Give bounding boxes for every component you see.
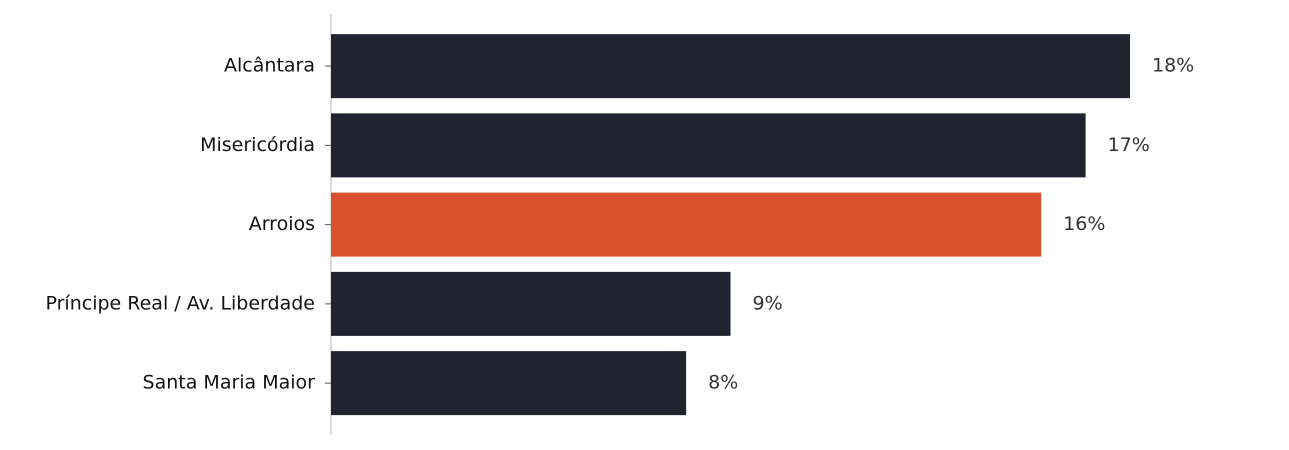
- value-label: 8%: [708, 372, 738, 394]
- y-tick-label: Alcântara: [224, 55, 315, 77]
- bar: [331, 351, 687, 416]
- bar: [331, 113, 1086, 178]
- bar: [331, 271, 731, 336]
- y-tick-label: Arroios: [249, 213, 315, 235]
- y-tick-label: Misericórdia: [200, 134, 315, 156]
- bar: [331, 34, 1130, 99]
- bar: [331, 192, 1042, 257]
- value-label: 16%: [1063, 213, 1105, 235]
- y-tick-label: Príncipe Real / Av. Liberdade: [46, 292, 316, 314]
- value-label: 17%: [1108, 134, 1150, 156]
- value-label: 9%: [753, 292, 783, 314]
- y-tick-label: Santa Maria Maior: [143, 372, 316, 394]
- value-label: 18%: [1152, 55, 1194, 77]
